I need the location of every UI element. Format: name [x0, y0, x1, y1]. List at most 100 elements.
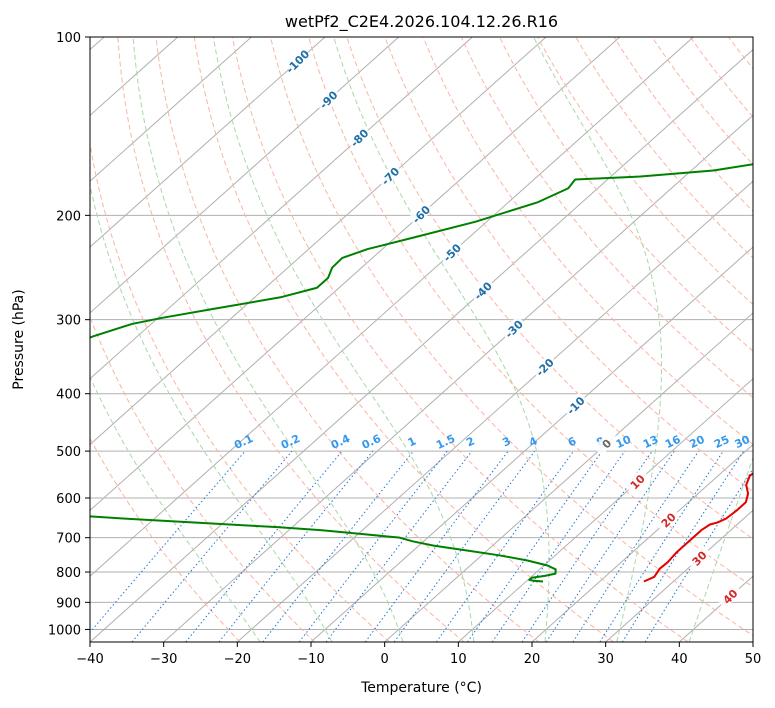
isotherm-gridline	[90, 37, 547, 446]
dry-adiabat	[537, 37, 753, 306]
y-tick-label: 800	[56, 566, 81, 581]
mixing-ratio-label: 25	[712, 433, 731, 451]
isotherm-gridline	[458, 378, 753, 642]
mixing-ratio-line	[621, 450, 745, 642]
moist-adiabat	[132, 37, 404, 642]
plot-frame	[89, 36, 754, 643]
moist-adiabat	[212, 37, 475, 642]
isotherm-gridline	[237, 180, 753, 642]
y-axis: 1000 900 800 700 600 500 400 300 200 100	[48, 31, 90, 638]
isotherm-label-backing	[469, 277, 496, 303]
isotherm-label-backing	[685, 544, 712, 571]
y-tick-label: 200	[56, 209, 81, 224]
isotherm-label-backing	[654, 506, 681, 533]
mixing-ratio-line	[436, 450, 575, 642]
dry-adiabat	[499, 37, 753, 352]
moist-adiabat	[533, 37, 663, 642]
x-tick-label: 0	[381, 652, 389, 667]
isotherm-gridline	[90, 37, 326, 248]
temperature-profile-line	[643, 472, 753, 583]
y-tick-label: 400	[56, 388, 81, 403]
isotherm-gridline	[90, 37, 252, 182]
y-tick-label: 700	[56, 532, 81, 547]
dry-adiabat	[461, 37, 753, 399]
plot-area: 0.10.20.40.611.52346810131620253036-100-…	[90, 37, 753, 642]
isotherm-label-backing	[315, 86, 341, 112]
mixing-ratio-line	[364, 450, 509, 642]
moist-adiabat	[90, 375, 261, 642]
mixing-ratio-line	[218, 450, 374, 642]
mixing-ratio-label: 10	[614, 433, 634, 451]
isotherm-label-backing	[284, 48, 310, 74]
dry-adiabat	[384, 37, 753, 493]
dry-adiabat	[90, 315, 316, 642]
dry-adiabat	[90, 437, 241, 642]
y-tick-label: 900	[56, 596, 81, 611]
moist-adiabat	[688, 456, 753, 642]
isotherm-label-backing	[624, 468, 650, 494]
dry-adiabat	[117, 37, 465, 642]
mixing-ratio-line	[545, 450, 675, 642]
isotherm-label-backing	[716, 583, 743, 609]
y-tick-label: 500	[56, 445, 81, 460]
mixing-ratio-line	[467, 450, 603, 642]
isotherm-label-backing	[345, 124, 372, 150]
x-tick-label: −30	[150, 652, 177, 667]
isotherm-label-backing	[407, 200, 434, 227]
mixing-ratio-line	[185, 450, 343, 642]
isotherm-gridline	[90, 37, 400, 314]
isotherm-label-backing	[376, 162, 403, 189]
isotherm-gridline	[605, 509, 753, 642]
y-tick-label: 1000	[48, 623, 81, 638]
isotherm-gridline	[90, 37, 694, 577]
x-tick-label: 10	[450, 652, 467, 667]
y-tick-label: 300	[56, 314, 81, 329]
isotherm-label-backing	[531, 353, 557, 380]
isotherm-label-backing	[500, 315, 526, 342]
isotherm-label-backing	[593, 430, 619, 456]
mixing-ratio-line	[393, 450, 536, 642]
x-axis: −40 −30 −20 −10 0 10 20 30 40 50	[76, 642, 761, 667]
mixing-ratio-line	[572, 450, 699, 642]
x-tick-label: 40	[671, 652, 688, 667]
dry-adiabat	[232, 37, 689, 642]
dry-adiabat	[270, 37, 753, 637]
y-axis-title: Pressure (hPa)	[11, 289, 27, 389]
isotherm-gridline	[90, 48, 753, 642]
isotherm-gridline	[531, 443, 753, 642]
mixing-ratio-line	[325, 450, 473, 642]
dry-adiabat	[652, 37, 753, 166]
isotherm-gridline	[384, 312, 753, 642]
isotherm-gridline	[163, 114, 753, 642]
dry-adiabat	[193, 37, 614, 642]
x-tick-label: −20	[224, 652, 251, 667]
dry-adiabat	[90, 141, 390, 642]
isotherm-gridline	[90, 37, 621, 512]
x-tick-label: 20	[524, 652, 541, 667]
isotherm-label-backing	[562, 392, 588, 418]
dry-adiabat	[346, 37, 753, 540]
x-tick-label: 50	[745, 652, 762, 667]
x-tick-label: −40	[76, 652, 103, 667]
x-axis-title: Temperature (°C)	[360, 680, 482, 696]
x-tick-label: −10	[297, 652, 324, 667]
dry-adiabat	[575, 37, 753, 259]
dry-adiabat	[155, 37, 540, 642]
mixing-ratio-line	[521, 450, 653, 642]
moist-adiabat	[90, 183, 333, 642]
mixing-ratio-label: 30	[733, 433, 753, 451]
mixing-ratio-line	[599, 450, 724, 642]
isotherm-label-backing	[438, 239, 465, 265]
mixing-ratio-line	[131, 450, 293, 642]
dewpoint-profile-line	[90, 163, 753, 583]
mixing-ratio-label: 13	[641, 433, 660, 451]
mixing-ratio-label: 16	[663, 433, 683, 451]
y-tick-label: 600	[56, 492, 81, 507]
chart-title: wetPf2_C2E4.2026.104.12.26.R16	[285, 12, 558, 32]
y-tick-label: 100	[56, 31, 81, 46]
mixing-ratio-label: 20	[687, 433, 707, 451]
moist-adiabat	[333, 37, 550, 642]
x-tick-label: 30	[597, 652, 614, 667]
